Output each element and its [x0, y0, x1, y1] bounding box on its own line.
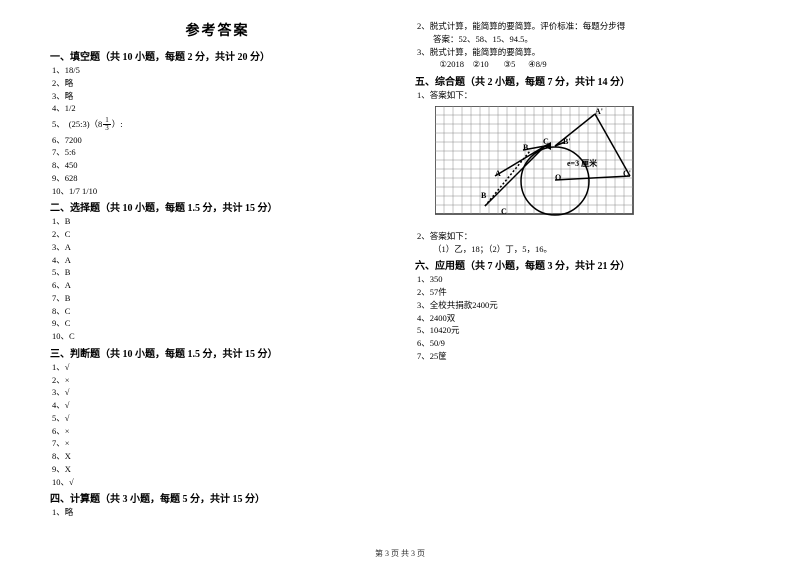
s5-i2: 2、答案如下：: [415, 230, 750, 243]
s2-i5: 5、B: [50, 266, 385, 279]
s1-i5-prefix: 5、: [52, 115, 65, 134]
doc-title: 参考答案: [50, 20, 385, 40]
svg-text:C: C: [501, 207, 507, 216]
s2-i10: 10、C: [50, 330, 385, 343]
s5-i3: （1）乙，18；（2）丁，5，16。: [415, 243, 750, 256]
s3-i2: 2、×: [50, 374, 385, 387]
s1-i5-exprpre: (25:3)（8: [69, 115, 103, 134]
s3-i4: 4、√: [50, 399, 385, 412]
s3-i10: 10、√: [50, 476, 385, 489]
section3-header: 三、判断题（共 10 小题，每题 1.5 分，共计 15 分）: [50, 345, 385, 360]
s6-i1: 1、350: [415, 273, 750, 286]
s6-i5: 5、10420元: [415, 324, 750, 337]
s1-i10: 10、1/7 1/10: [50, 185, 385, 198]
svg-text:A': A': [595, 107, 603, 116]
svg-text:C': C': [623, 169, 631, 178]
s4b-i4: ①2018 ②10 ③5 ④8/9: [415, 58, 750, 71]
s6-i2: 2、57件: [415, 286, 750, 299]
s3-i1: 1、√: [50, 361, 385, 374]
s6-i6: 6、50/9: [415, 337, 750, 350]
section1-header: 一、填空题（共 10 小题，每题 2 分，共计 20 分）: [50, 48, 385, 63]
s2-i7: 7、B: [50, 292, 385, 305]
section6-header: 六、应用题（共 7 小题，每题 3 分，共计 21 分）: [415, 257, 750, 272]
right-column: 2、脱式计算，能简算的要简算。评价标准：每题分步得 答案：52、58、15、94…: [415, 20, 750, 530]
s2-i1: 1、B: [50, 215, 385, 228]
s4b-i1: 2、脱式计算，能简算的要简算。评价标准：每题分步得: [415, 20, 750, 33]
s1-i9: 9、628: [50, 172, 385, 185]
s1-i4: 4、1/2: [50, 102, 385, 115]
s1-i1: 1、18/5: [50, 64, 385, 77]
s2-i4: 4、A: [50, 254, 385, 267]
s1-i5: 5、 (25:3)（8 1 3 ）:: [50, 115, 385, 134]
svg-text:B: B: [481, 191, 487, 200]
left-column: 参考答案 一、填空题（共 10 小题，每题 2 分，共计 20 分） 1、18/…: [50, 20, 385, 530]
s6-i4: 4、2400双: [415, 312, 750, 325]
s2-i9: 9、C: [50, 317, 385, 330]
s1-i2: 2、略: [50, 77, 385, 90]
s2-i2: 2、C: [50, 228, 385, 241]
s2-i6: 6、A: [50, 279, 385, 292]
section4-header: 四、计算题（共 3 小题，每题 5 分，共计 15 分）: [50, 490, 385, 505]
s6-i7: 7、25筐: [415, 350, 750, 363]
svg-text:C: C: [543, 137, 549, 146]
s1-i7: 7、5:6: [50, 146, 385, 159]
fraction-icon: 1 3: [103, 117, 111, 132]
diagram-svg: A' B' B C A C' Oe=3 厘米 B C: [435, 106, 645, 226]
svg-text:B': B': [563, 137, 571, 146]
svg-text:B: B: [523, 143, 529, 152]
section5-header: 五、综合题（共 2 小题，每题 7 分，共计 14 分）: [415, 73, 750, 88]
s1-i8: 8、450: [50, 159, 385, 172]
s6-i3: 3、全校共捐款2400元: [415, 299, 750, 312]
geometry-diagram: A' B' B C A C' Oe=3 厘米 B C: [435, 106, 645, 226]
frac-den: 3: [103, 125, 111, 132]
s2-i3: 3、A: [50, 241, 385, 254]
s1-i6: 6、7200: [50, 134, 385, 147]
s3-i6: 6、×: [50, 425, 385, 438]
s4b-i2: 答案：52、58、15、94.5。: [415, 33, 750, 46]
svg-text:e=3 厘米: e=3 厘米: [567, 158, 598, 168]
s1-i5-exprsuf: ）:: [112, 115, 123, 134]
page-footer: 第 3 页 共 3 页: [0, 548, 800, 559]
s2-i8: 8、C: [50, 305, 385, 318]
s3-i9: 9、X: [50, 463, 385, 476]
s3-i8: 8、X: [50, 450, 385, 463]
svg-text:A: A: [495, 169, 501, 178]
s3-i5: 5、√: [50, 412, 385, 425]
section2-header: 二、选择题（共 10 小题，每题 1.5 分，共计 15 分）: [50, 199, 385, 214]
s4-i1: 1、略: [50, 506, 385, 519]
svg-text:O: O: [555, 173, 561, 182]
s3-i7: 7、×: [50, 437, 385, 450]
s1-i3: 3、略: [50, 90, 385, 103]
s3-i3: 3、√: [50, 386, 385, 399]
s5-i1: 1、答案如下：: [415, 89, 750, 102]
s4b-i3: 3、脱式计算，能简算的要简算。: [415, 46, 750, 59]
